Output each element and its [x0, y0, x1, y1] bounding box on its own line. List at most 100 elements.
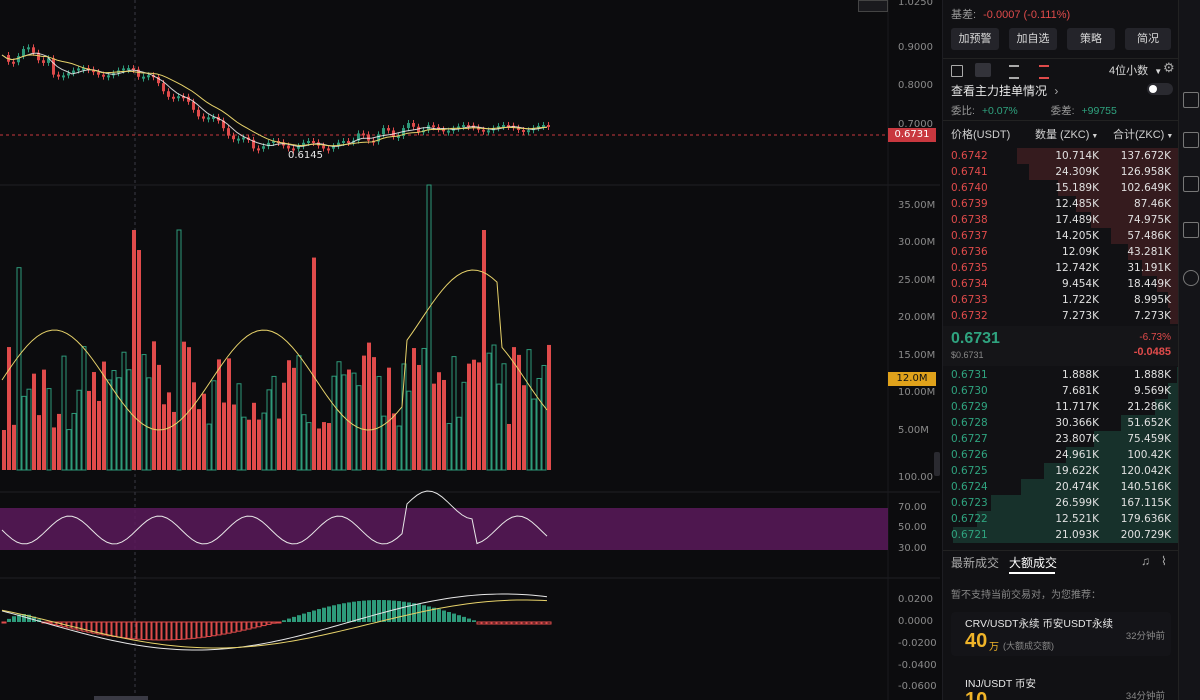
macd-bar	[146, 621, 152, 641]
tool-b-icon[interactable]	[1183, 132, 1199, 148]
unsupported-notice: 暂不支持当前交易对，为您推荐：	[951, 590, 1101, 601]
ask-row[interactable]: 0.6740 15.189K 102.649K	[943, 180, 1179, 196]
volume-bar	[97, 400, 101, 470]
order-qty: 12.521K	[1055, 513, 1099, 525]
candle-body	[342, 141, 345, 144]
add-favorite-button[interactable]: 加自选	[1009, 28, 1057, 50]
macd-bar	[462, 616, 466, 622]
ask-row[interactable]: 0.6735 12.742K 31.191K	[943, 260, 1179, 276]
bid-row[interactable]: 0.6722 12.521K 179.636K	[943, 511, 1179, 527]
volume-bar	[187, 347, 191, 470]
price-axis-tick: 1.0250	[898, 0, 933, 8]
candle-body	[547, 125, 550, 128]
recommendation-card[interactable]: INJ/USDT 币安 10 34分钟前	[951, 672, 1171, 700]
main-orders-toggle[interactable]	[1147, 83, 1173, 95]
tab-latest-trades[interactable]: 最新成交	[951, 556, 1000, 570]
volume-bar	[26, 388, 32, 471]
tool-d-icon[interactable]	[1183, 222, 1199, 238]
overview-button[interactable]: 简况	[1125, 28, 1171, 50]
col-total-header[interactable]: 合计(ZKC) ▼	[1113, 126, 1173, 142]
macd-bar	[261, 621, 267, 627]
candle-body	[172, 96, 175, 99]
chart-line-icon[interactable]: ⌇	[1161, 554, 1167, 568]
volume-bar	[172, 411, 176, 470]
book-asks-icon[interactable]	[1039, 65, 1049, 79]
volume-bar	[437, 372, 441, 470]
bid-row[interactable]: 0.6728 30.366K 51.652K	[943, 415, 1179, 431]
add-alert-button[interactable]: 加预警	[951, 28, 999, 50]
settings-gear-icon[interactable]: ⚙	[1163, 60, 1175, 75]
tool-e-icon[interactable]	[1183, 270, 1199, 286]
volume-bar	[401, 363, 407, 471]
bell-icon[interactable]: ♫	[1141, 554, 1150, 568]
volume-bar	[372, 357, 376, 470]
ask-row[interactable]: 0.6734 9.454K 18.449K	[943, 276, 1179, 292]
tool-a-icon[interactable]	[1183, 92, 1199, 108]
bid-row[interactable]: 0.6724 20.474K 140.516K	[943, 479, 1179, 495]
decimals-select[interactable]: 4位小数 ▼	[1109, 62, 1162, 78]
candle-body	[487, 130, 490, 133]
caret-down-icon: ▼	[1166, 133, 1174, 140]
col-qty-header[interactable]: 数量 (ZKC) ▼	[1035, 126, 1098, 142]
candle-body	[477, 127, 480, 130]
depth-bar	[1176, 367, 1179, 383]
macd-dea-line	[1, 599, 548, 649]
macd-bar	[467, 618, 471, 622]
bid-row[interactable]: 0.6726 24.961K 100.42K	[943, 447, 1179, 463]
order-price: 0.6733	[951, 294, 988, 306]
macd-bar	[216, 621, 222, 636]
ask-row[interactable]: 0.6742 10.714K 137.672K	[943, 148, 1179, 164]
ask-row[interactable]: 0.6739 12.485K 87.46K	[943, 196, 1179, 212]
chart-area[interactable]: 1.0250 0.9000 0.8000 0.7000 0.6731 35.00…	[0, 0, 940, 700]
ask-row[interactable]: 0.6733 1.722K 8.995K	[943, 292, 1179, 308]
zoom-button[interactable]	[858, 0, 888, 12]
order-qty: 12.742K	[1055, 262, 1099, 274]
panel-resize-handle[interactable]	[934, 452, 940, 476]
ask-row[interactable]: 0.6738 17.489K 74.975K	[943, 212, 1179, 228]
order-price: 0.6731	[951, 369, 988, 381]
volume-bar	[426, 184, 432, 471]
bid-row[interactable]: 0.6729 11.717K 21.286K	[943, 399, 1179, 415]
bid-row[interactable]: 0.6721 21.093K 200.729K	[943, 527, 1179, 543]
book-both-icon[interactable]	[951, 65, 963, 77]
bid-row[interactable]: 0.6723 26.599K 167.115K	[943, 495, 1179, 511]
macd-bar	[91, 621, 97, 634]
volume-bar	[121, 351, 127, 471]
macd-bar	[12, 616, 16, 622]
ask-row[interactable]: 0.6732 7.273K 7.273K	[943, 308, 1179, 324]
bid-row[interactable]: 0.6725 19.622K 120.042K	[943, 463, 1179, 479]
ask-row[interactable]: 0.6736 12.09K 43.281K	[943, 244, 1179, 260]
candle-body	[542, 125, 545, 128]
bid-row[interactable]: 0.6731 1.888K 1.888K	[943, 367, 1179, 383]
ask-row[interactable]: 0.6741 24.309K 126.958K	[943, 164, 1179, 180]
book-split-icon[interactable]	[975, 63, 991, 77]
book-bids-icon[interactable]	[1009, 65, 1019, 79]
candle-body	[517, 127, 520, 130]
recommendation-card[interactable]: CRV/USDT永续 币安USDT永续 40 万 (大额成交额) 32分钟前	[951, 612, 1171, 656]
chart-canvas[interactable]	[0, 0, 940, 700]
timeline-scrollbar[interactable]	[94, 696, 148, 700]
volume-bar	[42, 369, 46, 470]
depth-bar	[1142, 260, 1179, 276]
main-orders-link[interactable]: 查看主力挂单情况 ›	[951, 82, 1058, 99]
bid-row[interactable]: 0.6727 23.807K 75.459K	[943, 431, 1179, 447]
ask-row[interactable]: 0.6737 14.205K 57.486K	[943, 228, 1179, 244]
macd-bar	[437, 609, 441, 622]
strategy-button[interactable]: 策略	[1067, 28, 1115, 50]
tool-c-icon[interactable]	[1183, 176, 1199, 192]
order-price: 0.6734	[951, 278, 988, 290]
volume-bar	[137, 250, 141, 470]
order-qty: 9.454K	[1062, 278, 1099, 290]
order-total: 200.729K	[1120, 529, 1171, 541]
volume-bar	[442, 379, 446, 470]
bid-row[interactable]: 0.6730 7.681K 9.569K	[943, 383, 1179, 399]
macd-bar	[432, 607, 436, 622]
tab-large-trades[interactable]: 大额成交	[1009, 556, 1058, 570]
rec-unit: 万	[989, 642, 999, 653]
volume-bar	[412, 348, 416, 470]
volume-bar	[362, 355, 366, 470]
ratio-label: 委比:	[951, 105, 975, 117]
order-price: 0.6732	[951, 310, 988, 322]
macd-bar	[382, 600, 386, 622]
volume-bar	[531, 398, 537, 471]
